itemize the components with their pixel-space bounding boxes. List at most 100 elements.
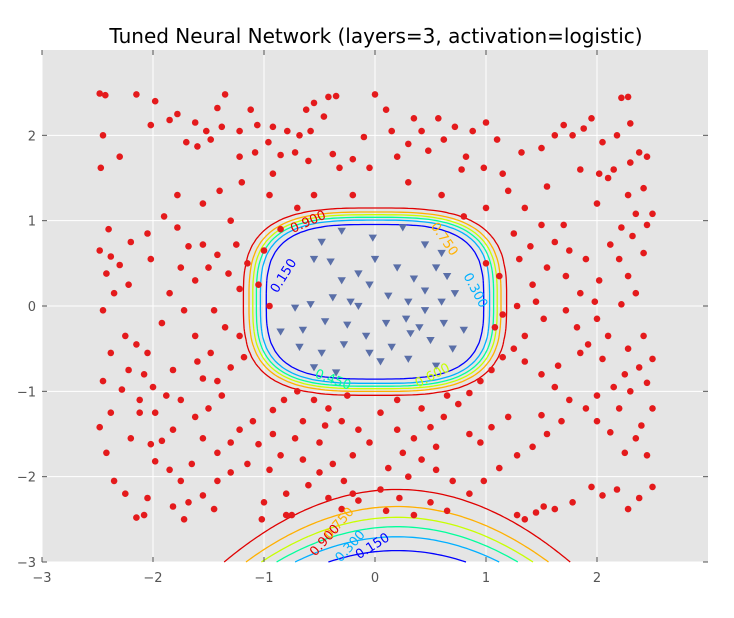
point-circle-218 xyxy=(440,413,448,421)
point-circle-36 xyxy=(329,150,337,158)
y-tick-label-5: 2 xyxy=(28,129,36,144)
point-circle-301 xyxy=(538,411,545,419)
point-circle-8 xyxy=(166,116,173,124)
point-circle-187 xyxy=(127,435,135,442)
contour-0.450 xyxy=(255,216,519,563)
point-circle-96 xyxy=(543,264,551,271)
point-circle-285 xyxy=(504,413,512,421)
point-circle-62 xyxy=(551,132,559,139)
point-circle-182 xyxy=(96,423,103,431)
point-circle-104 xyxy=(532,298,540,306)
point-triangle-40 xyxy=(317,349,326,357)
point-circle-30 xyxy=(302,106,310,113)
point-circle-201 xyxy=(310,396,318,404)
point-circle-168 xyxy=(236,426,243,434)
point-circle-188 xyxy=(140,511,148,519)
point-circle-220 xyxy=(466,389,473,397)
point-circle-25 xyxy=(284,127,291,135)
point-circle-248 xyxy=(551,505,559,513)
point-circle-251 xyxy=(599,492,606,499)
point-triangle-16 xyxy=(420,287,430,295)
point-circle-275 xyxy=(624,345,632,353)
point-circle-242 xyxy=(427,499,434,506)
point-triangle-32 xyxy=(439,319,448,328)
point-circle-98 xyxy=(538,221,545,229)
point-circle-264 xyxy=(621,371,629,378)
point-circle-35 xyxy=(307,127,314,135)
point-circle-133 xyxy=(185,243,192,250)
point-circle-13 xyxy=(183,138,190,146)
point-triangle-44 xyxy=(376,358,385,366)
point-circle-293 xyxy=(377,409,384,417)
point-circle-173 xyxy=(214,477,221,485)
point-circle-273 xyxy=(573,324,581,331)
point-circle-179 xyxy=(122,490,129,498)
point-triangle-43 xyxy=(331,369,341,377)
point-circle-101 xyxy=(482,204,490,212)
point-circle-291 xyxy=(260,499,268,506)
point-circle-286 xyxy=(477,439,484,446)
point-triangle-7 xyxy=(337,277,346,285)
point-circle-282 xyxy=(382,507,390,515)
point-circle-318 xyxy=(438,191,445,199)
point-circle-177 xyxy=(144,494,151,502)
point-circle-314 xyxy=(227,217,234,224)
point-circle-67 xyxy=(599,138,606,146)
point-circle-262 xyxy=(593,392,601,399)
point-triangle-30 xyxy=(401,315,411,323)
point-circle-323 xyxy=(147,255,155,263)
point-circle-86 xyxy=(624,272,632,280)
point-circle-131 xyxy=(166,289,173,297)
point-circle-330 xyxy=(458,166,465,173)
point-triangle-2 xyxy=(368,234,377,242)
point-circle-232 xyxy=(513,452,521,459)
point-circle-208 xyxy=(316,469,323,476)
point-circle-245 xyxy=(521,516,529,523)
point-circle-181 xyxy=(103,449,110,457)
point-circle-191 xyxy=(258,516,266,523)
point-circle-189 xyxy=(180,516,188,523)
point-circle-100 xyxy=(504,187,512,195)
point-circle-326 xyxy=(577,166,584,173)
point-circle-10 xyxy=(191,119,199,126)
point-circle-92 xyxy=(577,289,584,297)
point-circle-87 xyxy=(640,249,647,257)
point-circle-174 xyxy=(199,492,207,499)
point-circle-268 xyxy=(649,405,656,412)
point-circle-320 xyxy=(105,225,112,233)
point-circle-223 xyxy=(499,353,507,361)
point-circle-183 xyxy=(107,409,115,417)
point-circle-154 xyxy=(218,392,226,399)
point-circle-315 xyxy=(310,191,318,199)
point-circle-41 xyxy=(366,164,373,172)
point-circle-109 xyxy=(499,311,507,318)
point-circle-292 xyxy=(269,430,277,438)
point-circle-107 xyxy=(513,302,521,310)
point-circle-296 xyxy=(393,396,401,404)
point-circle-66 xyxy=(588,115,595,122)
point-circle-167 xyxy=(227,439,234,446)
point-circle-56 xyxy=(493,136,501,143)
point-circle-15 xyxy=(214,104,221,112)
point-triangle-17 xyxy=(404,298,413,306)
point-circle-110 xyxy=(482,260,490,267)
point-circle-17 xyxy=(236,127,243,135)
point-circle-148 xyxy=(207,349,214,357)
point-circle-38 xyxy=(332,92,340,100)
point-circle-224 xyxy=(510,345,518,353)
point-circle-216 xyxy=(410,435,418,442)
point-circle-269 xyxy=(638,422,645,429)
point-circle-65 xyxy=(580,125,587,132)
point-circle-195 xyxy=(277,452,284,459)
point-circle-308 xyxy=(238,179,246,186)
point-circle-186 xyxy=(136,409,143,417)
point-circle-260 xyxy=(593,417,601,425)
point-circle-209 xyxy=(305,481,312,489)
point-circle-310 xyxy=(294,204,301,212)
point-circle-161 xyxy=(151,458,159,465)
point-circle-297 xyxy=(344,392,351,399)
point-circle-127 xyxy=(163,392,170,399)
point-circle-283 xyxy=(349,490,357,498)
point-circle-172 xyxy=(227,469,234,476)
